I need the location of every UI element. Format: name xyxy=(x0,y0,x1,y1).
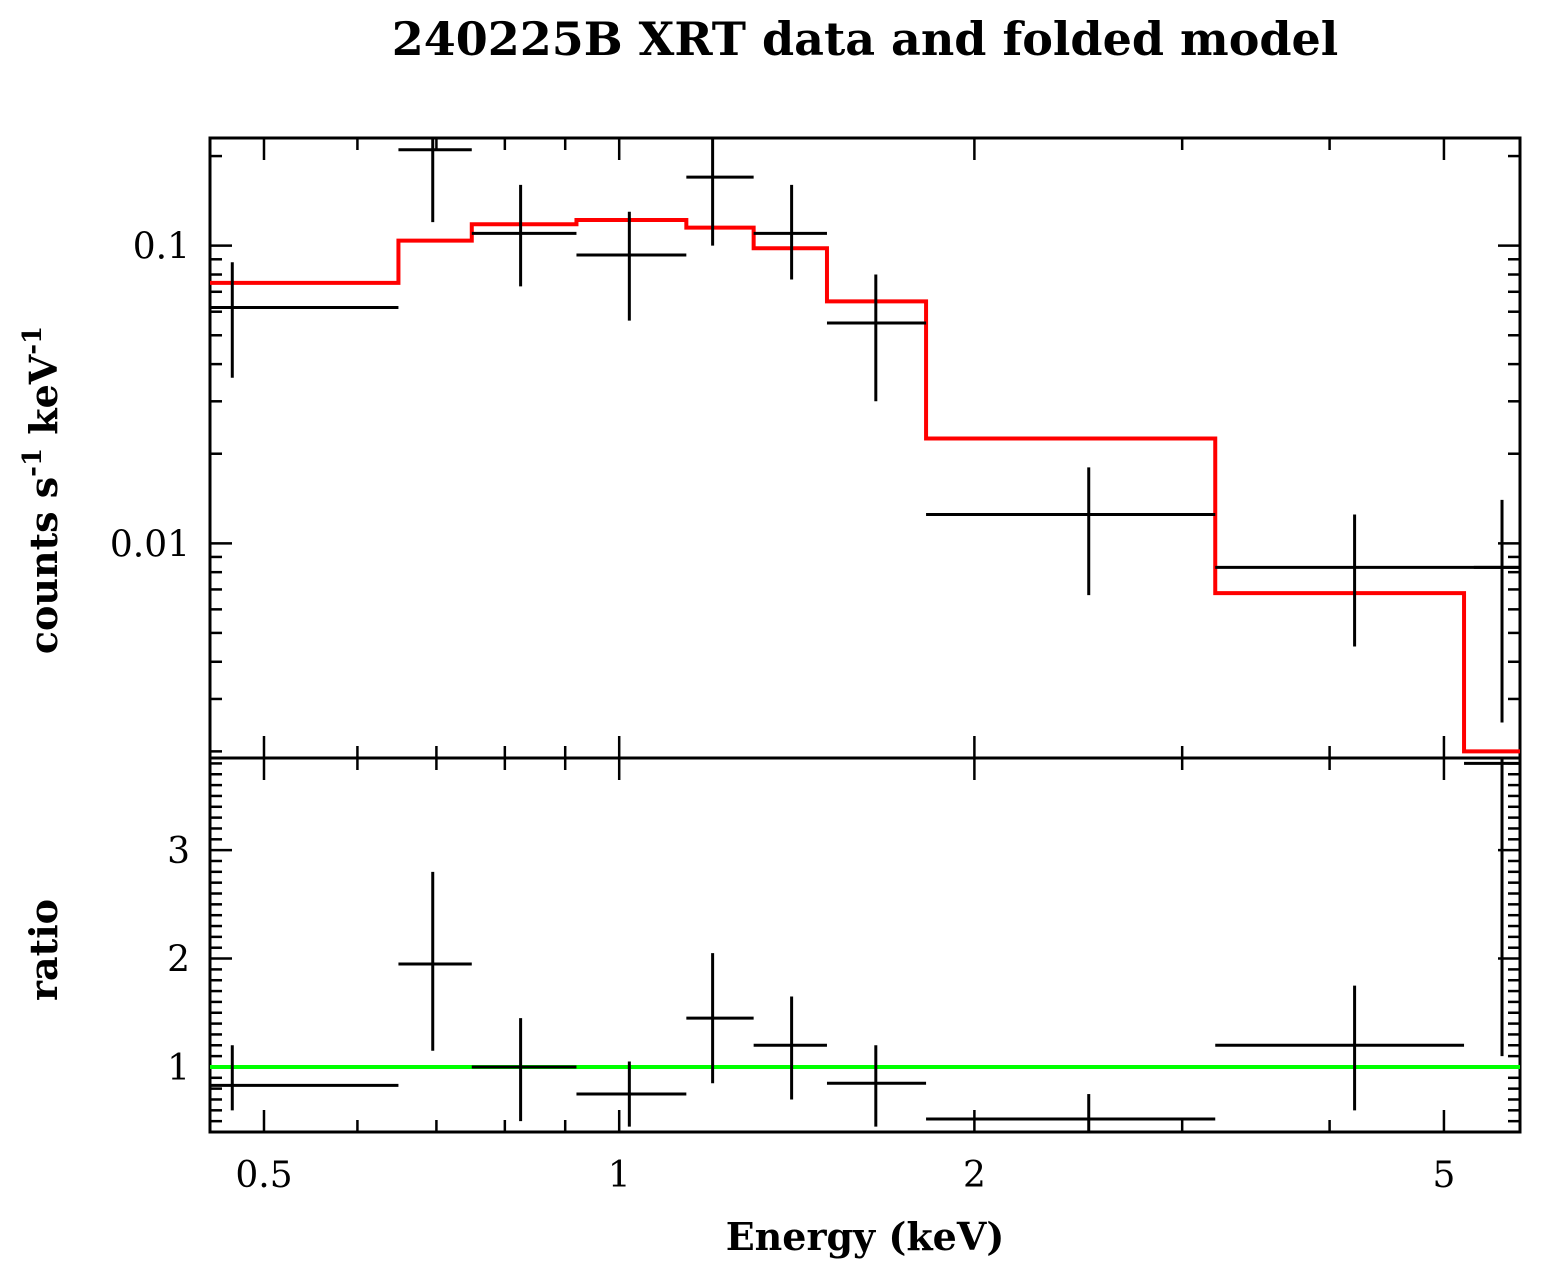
x-tick-label: 5 xyxy=(1432,1155,1455,1196)
ratio-y-axis-label: ratio xyxy=(21,899,66,1001)
ratio-y-tick-label: 3 xyxy=(167,831,190,872)
spectrum-y-tick-label: 0.1 xyxy=(133,227,190,268)
x-axis-label: Energy (keV) xyxy=(726,1214,1005,1259)
ratio-panel: 1 2 3 0.5 1 2 5 xyxy=(167,756,1522,1196)
y-label-counts: counts s xyxy=(21,477,66,654)
spectrum-y-axis-label: counts s-1 keV-1 xyxy=(18,326,66,654)
ratio-frame xyxy=(208,756,1522,1134)
x-tick-label: 2 xyxy=(963,1155,986,1196)
y-label-exp1: -1 xyxy=(18,448,48,477)
spectrum-frame xyxy=(208,136,1522,760)
ratio-y-tick-label: 1 xyxy=(167,1048,190,1089)
x-tick-label: 0.5 xyxy=(235,1155,292,1196)
folded-model-line xyxy=(210,217,1520,754)
y-label-kev: keV xyxy=(21,353,66,448)
spectrum-y-tick-label: 0.01 xyxy=(110,524,190,565)
x-tick-label: 1 xyxy=(608,1155,631,1196)
ratio-y-tick-label: 2 xyxy=(167,940,190,981)
chart-title: 240225B XRT data and folded model xyxy=(392,12,1339,66)
y-label-exp2: -1 xyxy=(18,326,48,355)
spectrum-panel: 0.01 0.1 xyxy=(110,136,1522,760)
